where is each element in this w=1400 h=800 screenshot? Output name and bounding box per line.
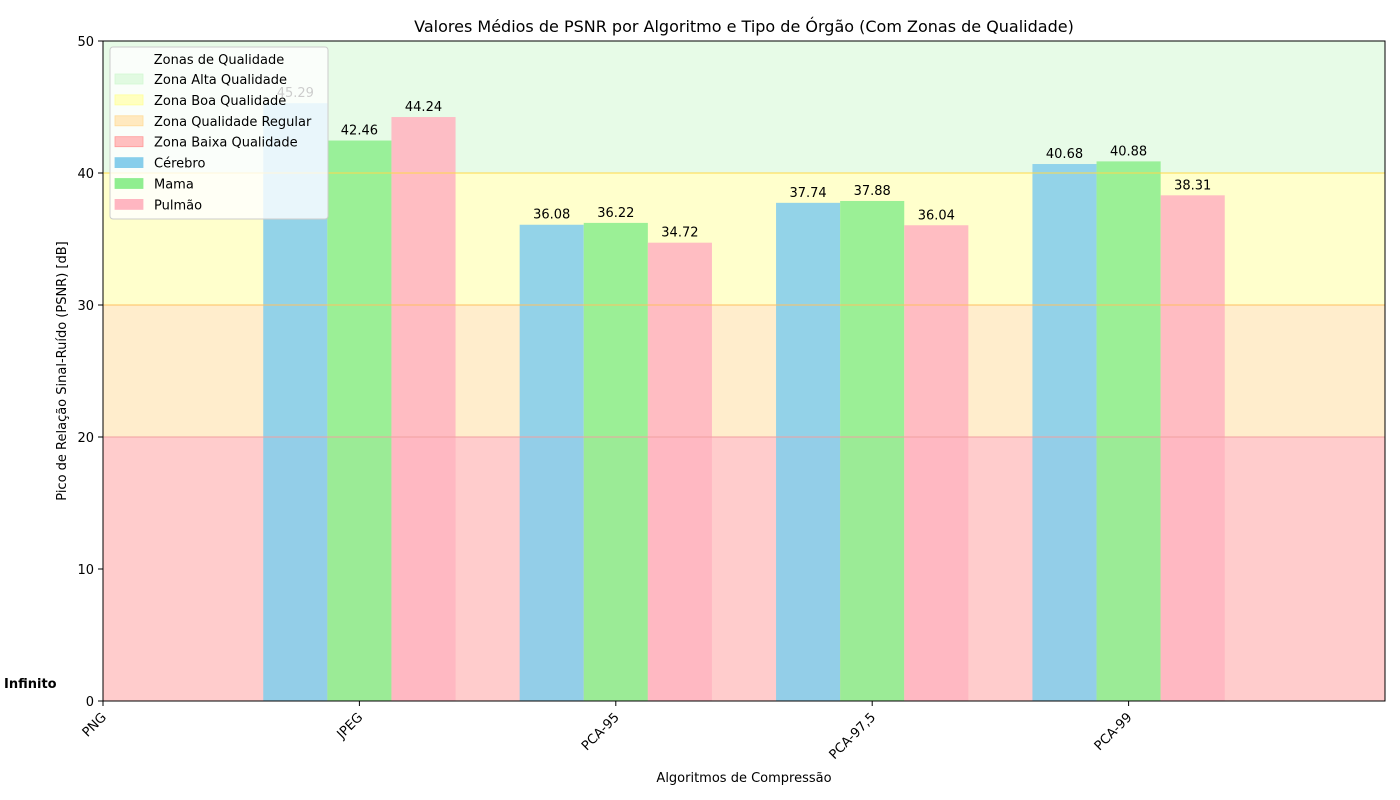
bar-label-Pulmão-JPEG: 44.24: [405, 100, 442, 115]
legend-swatch: [114, 198, 144, 210]
legend-title: Zonas de Qualidade: [154, 53, 284, 68]
bar-Mama-JPEG: [327, 140, 392, 701]
bar-Pulmão-PCA-97,5: [904, 225, 969, 701]
y-tick-label: 30: [77, 299, 94, 314]
legend-entry-label: Zona Boa Qualidade: [154, 94, 286, 109]
bar-Pulmão-JPEG: [391, 117, 456, 702]
legend-entry-label: Zona Baixa Qualidade: [154, 136, 298, 151]
x-tick-label: PCA-97,5: [827, 710, 879, 762]
legend-swatch: [114, 157, 144, 169]
legend: Zonas de Qualidade Zona Alta Qualidade Zon…: [109, 46, 329, 220]
bar-label-Cérebro-PCA-97,5: 37.74: [789, 186, 826, 201]
bar-label-Mama-JPEG: 42.46: [341, 124, 378, 139]
bars: [263, 103, 1225, 702]
plot-frame: [102, 40, 1386, 702]
y-axis: 0 10 20 30 40 50: [77, 35, 103, 710]
legend-box: [109, 46, 329, 220]
x-tick-label: JPEG: [334, 710, 367, 743]
legend-swatch: [114, 115, 144, 127]
chart-title: Valores Médios de PSNR por Algoritmo e T…: [414, 17, 1074, 36]
bar-label-Mama-PCA-97,5: 37.88: [854, 184, 891, 199]
y-tick-label: 10: [77, 563, 94, 578]
y-tick-label: 20: [77, 431, 94, 446]
bar-label-Pulmão-PCA-95: 34.72: [661, 226, 698, 241]
legend-entry-label: Cérebro: [154, 157, 205, 172]
legend-swatch: [114, 73, 144, 85]
bar-Pulmão-PCA-99: [1160, 195, 1225, 702]
legend-entry-label: Pulmão: [154, 198, 202, 213]
y-tick-label: 40: [77, 167, 94, 182]
y-axis-label: Pico de Relação Sinal-Ruído (PSNR) [dB]: [55, 241, 70, 500]
bar-Cérebro-PCA-97,5: [776, 202, 841, 701]
y-tick-label: 0: [86, 695, 94, 710]
legend-entry-label: Zona Qualidade Regular: [154, 115, 312, 130]
y-tick-label: 50: [77, 35, 94, 50]
bar-value-labels: 45.2936.0837.7440.6842.4636.2237.8840.88…: [277, 86, 1212, 241]
legend-swatch: [114, 136, 144, 148]
bar-Pulmão-PCA-95: [647, 242, 712, 702]
bar-label-Cérebro-PCA-99: 40.68: [1046, 147, 1083, 162]
legend-entry-label: Zona Alta Qualidade: [154, 73, 287, 88]
x-tick-label: PCA-99: [1092, 710, 1136, 754]
legend-swatch: [114, 178, 144, 189]
bar-label-Pulmão-PCA-97,5: 36.04: [918, 208, 955, 223]
x-axis: PNG JPEG PCA-95 PCA-97,5 PCA-99: [80, 701, 1136, 763]
bar-Mama-PCA-95: [583, 222, 648, 701]
legend-swatch: [114, 94, 144, 106]
bar-Cérebro-PCA-99: [1032, 164, 1097, 702]
bar-Cérebro-PCA-95: [519, 224, 584, 701]
bar-label-Mama-PCA-99: 40.88: [1110, 144, 1147, 159]
bar-label-Mama-PCA-95: 36.22: [597, 206, 634, 221]
infinito-annotation: Infinito: [4, 677, 57, 692]
legend-entry-label: Mama: [154, 178, 194, 193]
bar-label-Pulmão-PCA-99: 38.31: [1174, 178, 1211, 193]
bar-Mama-PCA-97,5: [840, 200, 905, 701]
bar-Mama-PCA-99: [1096, 161, 1161, 701]
bar-label-Cérebro-PCA-95: 36.08: [533, 208, 570, 223]
x-tick-label: PCA-95: [579, 710, 623, 754]
x-tick-label: PNG: [80, 710, 110, 740]
x-axis-label: Algoritmos de Compressão: [656, 771, 831, 786]
